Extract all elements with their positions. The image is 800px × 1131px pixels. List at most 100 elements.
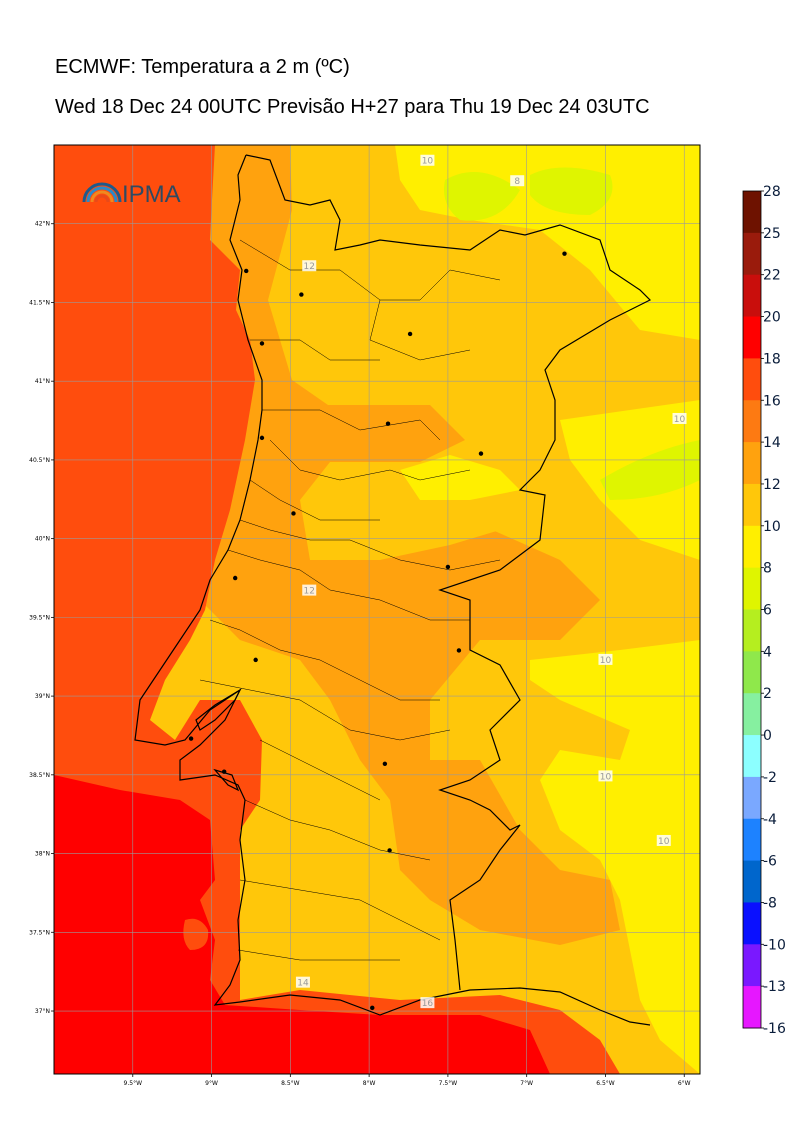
city-marker [291, 511, 296, 516]
colorbar-segment [743, 693, 761, 736]
lat-tick-label: 41.5°N [29, 299, 50, 306]
contour-label-bg [420, 154, 435, 166]
colorbar-tick-label: 25 [763, 226, 781, 242]
sado-estuary [213, 768, 240, 792]
colorbar-segment [743, 358, 761, 401]
colorbar-segment [743, 442, 761, 485]
colorbar-tick-label: 8 [763, 561, 772, 577]
city-markers [188, 251, 567, 1011]
contour-label: 14 [297, 979, 309, 989]
lat-tick-label: 40.5°N [29, 457, 50, 464]
city-marker [407, 331, 413, 337]
contour-labels: 10 8 12 10 12 10 10 10 14 16 [295, 154, 687, 1009]
colorbar-segment [743, 902, 761, 945]
city-marker [259, 341, 265, 346]
lon-tick-label: 6°W [678, 1080, 691, 1087]
coastline-and-border [134, 154, 652, 1026]
graticule [54, 145, 700, 1074]
latitude-ticks: 42°N 41.5°N 41°N 40.5°N 40°N 39.5°N 39°N 38.5°N… [29, 221, 54, 1015]
city-marker [385, 421, 391, 426]
lat-tick-label: 37.5°N [29, 929, 50, 936]
colorbar-segment [743, 400, 761, 443]
colorbar-tick-label: -13 [763, 979, 786, 995]
colorbar-tick-label: 22 [763, 268, 781, 284]
colorbar-segment [743, 986, 761, 1028]
colorbar-segment [743, 651, 761, 694]
colorbar-tick-label: -4 [763, 812, 777, 828]
colorbar-tick-label: 16 [763, 393, 781, 409]
lat-tick-label: 39°N [35, 693, 50, 700]
contour-label: 12 [304, 587, 315, 597]
colorbar-tick-label: 18 [763, 351, 781, 367]
colorbar-segment [743, 860, 761, 903]
contour-label: 10 [674, 415, 686, 425]
colorbar-segment [743, 525, 761, 569]
contour-label-bg [598, 770, 613, 782]
contour-label: 10 [422, 157, 434, 167]
colorbar-segment [743, 274, 761, 318]
colorbar-tick-label: -10 [763, 937, 786, 953]
tagus-estuary [195, 688, 242, 731]
boundaries [134, 154, 652, 1026]
colorbar-segment [743, 191, 761, 234]
colorbar-tick-label: 10 [763, 519, 781, 535]
colorbar-segment [743, 776, 761, 820]
colorbar-tick-label: 20 [763, 310, 781, 326]
colorbar-tick-label: 6 [763, 603, 772, 619]
lat-tick-label: 41°N [35, 378, 50, 385]
band-18-20 [54, 775, 550, 1074]
ipma-logo: IPMA [82, 181, 181, 208]
temperature-field [54, 145, 700, 1074]
colorbar-segment [743, 316, 761, 359]
colorbar-tick-label: -16 [763, 1021, 786, 1037]
contour-label: 10 [658, 837, 670, 847]
city-marker [221, 769, 227, 774]
city-marker [299, 292, 304, 297]
longitude-ticks: 9.5°W 9°W 8.5°W 8°W 7.5°W 7°W 6.5°W 6°W [124, 1074, 691, 1087]
lat-tick-label: 42°N [35, 221, 50, 228]
contour-label: 12 [304, 262, 315, 272]
colorbar-segment [743, 232, 761, 276]
colorbar-segment [743, 818, 761, 862]
logo-text: IPMA [122, 181, 181, 208]
colorbar-tick-label: 12 [763, 477, 781, 493]
map-frame [53, 144, 701, 1075]
rainbow-icon [82, 182, 122, 203]
lon-tick-label: 9.5°W [124, 1080, 143, 1087]
band-10-12-center [400, 455, 520, 500]
chart-title: ECMWF: Temperatura a 2 m (ºC) [55, 56, 350, 78]
city-marker [478, 451, 484, 456]
city-marker [387, 848, 392, 853]
band-10-12-se [530, 640, 700, 1074]
colorbar-segment [743, 944, 761, 987]
colorbar-tick-label: 14 [763, 435, 781, 451]
colorbar-segment [743, 567, 761, 610]
lat-tick-label: 37°N [35, 1008, 50, 1015]
colorbar-tick-label: -2 [763, 770, 777, 786]
contour-label-bg [420, 997, 435, 1009]
city-marker [244, 268, 249, 274]
colorbar-segment [743, 735, 761, 778]
contour-label-bg [295, 976, 310, 988]
city-marker [456, 648, 462, 653]
lat-tick-label: 38.5°N [29, 772, 50, 779]
lat-tick-label: 38°N [35, 851, 50, 858]
district-borders [199, 239, 501, 961]
colorbar-tick-label: -6 [763, 854, 777, 870]
chart-subtitle: Wed 18 Dec 24 00UTC Previsão H+27 para T… [55, 96, 650, 118]
lon-tick-label: 7°W [520, 1080, 533, 1087]
colorbar-tick-label: 0 [763, 728, 772, 744]
colorbar-tick-label: 28 [763, 184, 781, 200]
colorbar-tick-label: -8 [763, 895, 777, 911]
contour-label: 16 [422, 999, 434, 1009]
band-16-18-islet [183, 918, 209, 950]
lon-tick-label: 8°W [363, 1080, 376, 1087]
city-marker [445, 564, 451, 570]
contour-label-bg [302, 584, 317, 596]
contour-label-bg [598, 653, 613, 665]
contour-label-bg [302, 260, 317, 272]
city-marker [562, 251, 567, 256]
band-8-10-ne [530, 167, 613, 215]
band-8-10-north [444, 172, 520, 221]
